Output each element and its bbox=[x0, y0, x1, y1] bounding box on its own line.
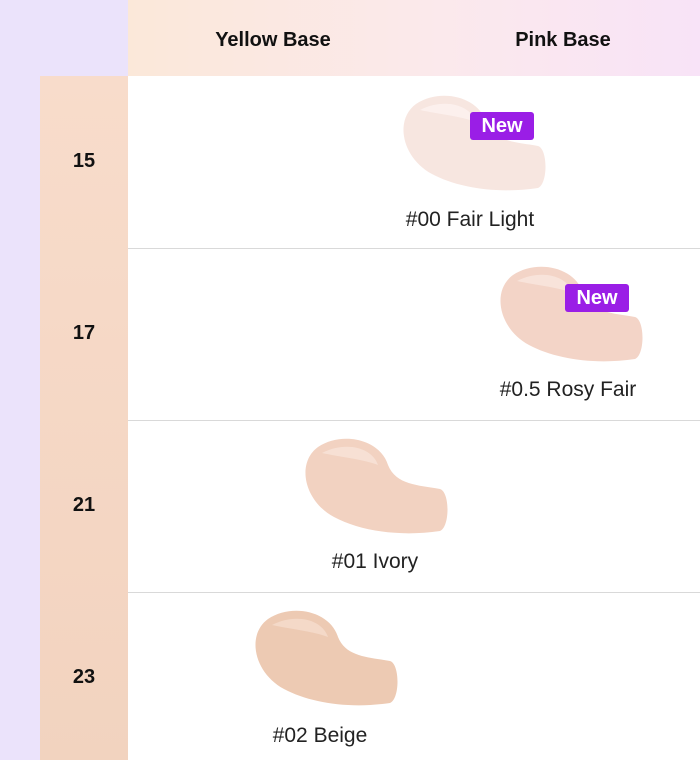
level-column bbox=[40, 76, 128, 760]
level-label: 17 bbox=[72, 322, 96, 344]
column-header: Pink Base bbox=[515, 29, 611, 51]
shade-name: #01 Ivory bbox=[331, 550, 419, 573]
level-label: 23 bbox=[72, 666, 96, 688]
row-separator bbox=[128, 420, 700, 421]
swatch-shape bbox=[403, 95, 546, 191]
level-label: 15 bbox=[72, 150, 96, 172]
swatch bbox=[305, 438, 448, 534]
swatch-shape bbox=[255, 610, 398, 706]
swatch bbox=[255, 610, 398, 706]
swatch-shape bbox=[305, 438, 448, 534]
new-badge: New bbox=[470, 112, 534, 140]
swatch-highlight bbox=[272, 618, 328, 637]
swatch-highlight bbox=[517, 274, 573, 293]
shade-name: #00 Fair Light bbox=[405, 208, 535, 231]
swatch-highlight bbox=[420, 103, 476, 122]
side-strip bbox=[0, 0, 40, 760]
swatch bbox=[500, 266, 643, 362]
swatch-shape bbox=[500, 266, 643, 362]
level-label: 21 bbox=[72, 494, 96, 516]
column-header: Yellow Base bbox=[215, 29, 331, 51]
header bbox=[128, 0, 700, 76]
corner bbox=[40, 0, 128, 76]
swatch bbox=[403, 95, 546, 191]
shade-name: #02 Beige bbox=[272, 724, 368, 747]
row-separator bbox=[128, 592, 700, 593]
row-separator bbox=[128, 248, 700, 249]
swatch-highlight bbox=[322, 446, 378, 465]
shade-name: #0.5 Rosy Fair bbox=[499, 378, 637, 401]
new-badge: New bbox=[565, 284, 629, 312]
